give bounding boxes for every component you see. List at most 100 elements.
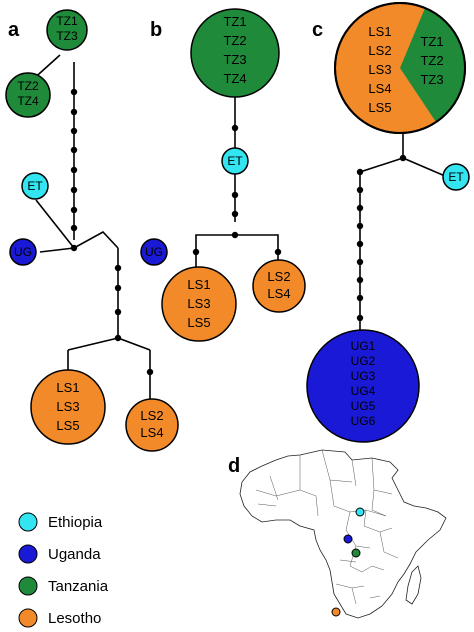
mutation-dot [114,264,122,272]
haplotype-circle [21,172,49,200]
mutation-dot [70,108,78,116]
mutation-dot [356,294,364,302]
panel-d-letter: d [228,455,240,477]
panel-b-letter: b [150,19,162,41]
panel-a: a TZ1 TZ3 TZ2 [5,9,179,452]
node-c-et: ET [442,163,470,191]
node-label: LS1 [368,24,391,39]
haplotype-circle [125,398,179,452]
node-label: LS2 [368,43,391,58]
mutation-dot [274,248,282,256]
node-b-ls1-ls3-ls5: LS1 LS3 LS5 [161,266,237,342]
legend-label: Tanzania [48,578,109,595]
legend-item-uganda: Uganda [18,544,101,564]
mutation-dot [114,334,122,342]
mutation-dot [356,314,364,322]
node-label: LS2 [267,269,290,284]
node-a-ls1-ls3-ls5: LS1 LS3 LS5 [30,369,106,445]
mutation-dot [356,222,364,230]
panel-b: b TZ1 TZ2 TZ3 TZ4 ET UG LS1 LS3 [140,8,306,342]
mutation-dot [114,308,122,316]
mutation-dot [356,258,364,266]
mutation-dot [70,206,78,214]
edge-a-junction [39,230,119,253]
mutation-dot [114,284,122,292]
haplotype-circle [221,147,249,175]
node-label: TZ1 [56,14,78,28]
mutation-dot [356,168,364,176]
haplotype-circle [190,8,280,98]
node-label: TZ1 [420,34,443,49]
node-label: UG [14,245,32,259]
haplotype-circle [46,9,88,51]
node-label: TZ1 [223,14,246,29]
node-label: UG6 [351,414,376,428]
map-marker-uganda [343,534,353,544]
node-label: LS5 [368,100,391,115]
haplotype-circle [252,259,306,313]
mutation-dot [231,210,239,218]
mutation-dot [70,146,78,154]
mutation-dot [231,191,239,199]
node-a-tz1-tz3: TZ1 TZ3 [46,9,88,51]
mutation-dot [356,240,364,248]
node-label: TZ2 [17,79,39,93]
node-b-ug: UG [140,238,168,266]
haplotype-circle [140,238,168,266]
legend-item-tanzania: Tanzania [18,576,109,596]
mutation-dot [192,248,200,256]
haplotype-circle [442,163,470,191]
node-label: LS5 [56,418,79,433]
panel-d: d [228,449,447,619]
node-label: UG2 [351,354,376,368]
mutation-dot [231,231,239,239]
edge-a-et [35,199,75,249]
node-c-ug-group: UG1 UG2 UG3 UG4 UG5 UG6 [306,329,420,443]
haplotype-circle [9,238,37,266]
legend-label: Uganda [48,546,101,563]
edge-c-et [402,157,446,177]
map-marker-tanzania [351,548,361,558]
node-label: ET [27,179,43,193]
mutation-dot [70,224,78,232]
haplotype-circle [30,369,106,445]
node-label: LS1 [56,380,79,395]
node-label: TZ4 [17,94,39,108]
node-label: UG5 [351,399,376,413]
legend-label: Lesotho [48,610,101,627]
node-label: UG4 [351,384,376,398]
node-label: LS4 [368,81,391,96]
mutation-dot [70,127,78,135]
mutation-dot [231,124,239,132]
edge-a-ls-right-arm [117,337,151,351]
mutation-dot [70,88,78,96]
node-label: LS2 [140,408,163,423]
legend-swatch [18,544,38,564]
node-a-ls2-ls4: LS2 LS4 [125,398,179,452]
node-b-et: ET [221,147,249,175]
edge-c-ug [359,157,404,342]
panel-a-letter: a [8,19,20,41]
node-label: TZ3 [56,29,78,43]
haplotype-circle [161,266,237,342]
node-label: LS1 [187,277,210,292]
node-c-ls-tz-pie: LS1 LS2 LS3 LS4 LS5 TZ1 TZ2 TZ3 [334,2,466,134]
node-b-tz-all: TZ1 TZ2 TZ3 TZ4 [190,8,280,98]
node-label: LS3 [187,296,210,311]
edge-b-fork [195,234,279,262]
node-a-ug: UG [9,238,37,266]
panel-c-letter: c [312,19,323,41]
mutation-dot [356,276,364,284]
haplotype-circle [5,72,51,118]
node-label: LS4 [267,286,290,301]
mutation-dot [399,154,407,162]
legend-swatch [18,608,38,628]
node-b-ls2-ls4: LS2 LS4 [252,259,306,313]
legend-item-lesotho: Lesotho [18,608,101,628]
node-a-et: ET [21,172,49,200]
legend-swatch [18,576,38,596]
pie-outline [334,2,466,134]
node-label: TZ3 [420,72,443,87]
node-label: UG [145,245,163,259]
